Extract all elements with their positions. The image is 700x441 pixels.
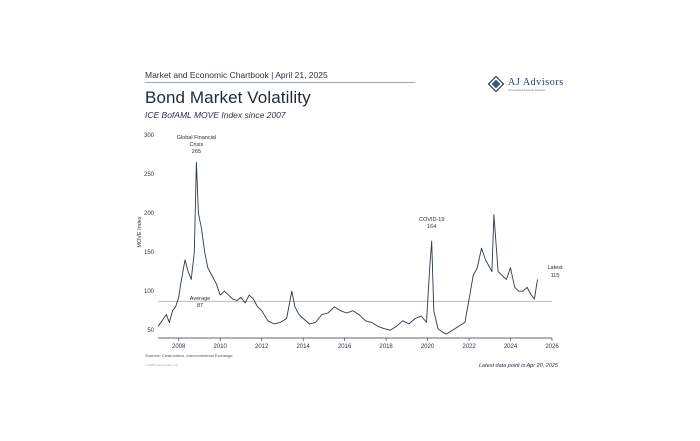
report-header: Market and Economic Chartbook | April 21… — [145, 70, 328, 80]
x-tick-label: 2020 — [421, 344, 435, 350]
y-tick-label: 100 — [144, 289, 155, 295]
x-tick-label: 2010 — [214, 344, 228, 350]
x-tick-label: 2008 — [172, 344, 186, 350]
brand-tagline: Personalized Financial Solutions — [508, 88, 546, 92]
average-annotation-value: 87 — [197, 303, 203, 309]
gfc-annotation-label-2: Crisis — [189, 142, 203, 148]
x-tick-label: 2022 — [462, 344, 476, 350]
move-index-line — [157, 161, 538, 335]
header-rule — [145, 82, 415, 83]
average-annotation-label: Average — [190, 296, 210, 302]
sources-note: Sources: Clearnomics, Intercontinental E… — [145, 353, 233, 358]
x-tick-label: 2026 — [545, 344, 559, 350]
x-tick-label: 2018 — [379, 344, 393, 350]
page-subtitle: ICE BofAML MOVE Index since 2007 — [145, 110, 286, 120]
y-tick-label: 50 — [147, 328, 154, 334]
y-tick-label: 250 — [144, 172, 155, 178]
covid-annotation-label: COVID-19 — [419, 217, 444, 223]
latest-annotation-value: 115 — [551, 273, 560, 279]
copyright-note: © 2025 Clearnomics, Inc. — [145, 363, 179, 367]
y-tick-label: 150 — [144, 250, 155, 256]
gfc-annotation-value: 265 — [192, 149, 201, 155]
latest-annotation-label: Latest — [548, 265, 563, 271]
latest-data-note: Latest data point is Apr 20, 2025 — [479, 363, 558, 369]
y-tick-label: 300 — [144, 133, 155, 139]
gfc-annotation-label: Global Financial — [177, 135, 216, 141]
page-title: Bond Market Volatility — [145, 88, 311, 107]
brand-emblem-icon — [488, 76, 504, 92]
y-tick-label: 200 — [144, 211, 155, 217]
brand-logo: AJ Advisors Personalized Financial Solut… — [488, 76, 564, 92]
covid-annotation-value: 164 — [427, 224, 436, 230]
brand-name: AJ Advisors — [508, 76, 564, 88]
x-tick-label: 2014 — [296, 344, 310, 350]
x-tick-label: 2012 — [255, 344, 269, 350]
y-axis-label: MOVE Index — [137, 216, 143, 247]
x-tick-label: 2024 — [504, 344, 518, 350]
x-tick-label: 2016 — [338, 344, 352, 350]
